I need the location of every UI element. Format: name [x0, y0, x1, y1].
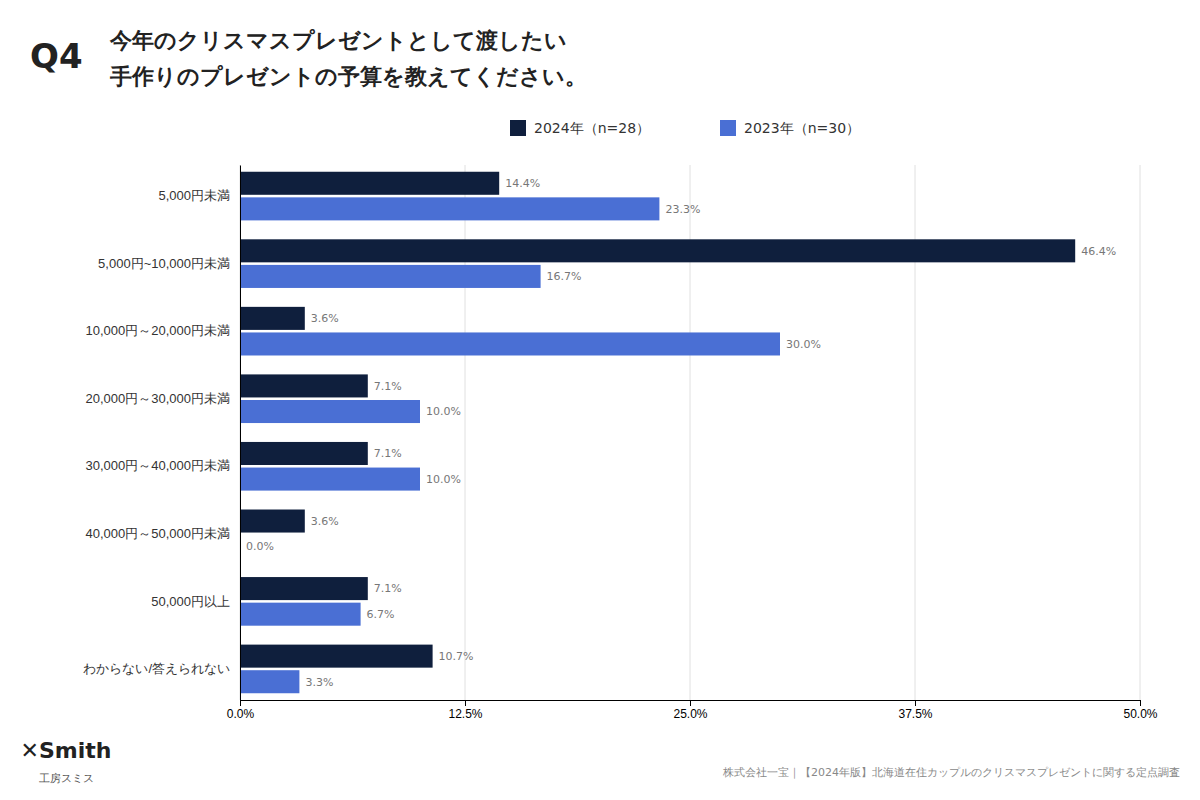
- tick-label: 5,000円未満: [158, 188, 230, 203]
- data-label: 23.3%: [665, 203, 700, 216]
- tick: 20,000円～30,000円未満: [85, 391, 230, 406]
- tick-label: 50.0%: [1123, 707, 1157, 721]
- data-label: 7.1%: [374, 582, 402, 595]
- tick: 30,000円～40,000円未満: [85, 458, 230, 473]
- legend-label: 2024年（n=28）: [534, 120, 650, 136]
- bar: [240, 577, 368, 600]
- tick-label: 5,000円~10,000円未満: [98, 256, 230, 271]
- bar: [240, 307, 305, 330]
- question-label: Q4: [30, 36, 83, 76]
- tick: 5,000円未満: [158, 188, 230, 203]
- bar: [240, 374, 368, 397]
- data-label: 14.4%: [505, 177, 540, 190]
- source-note: 株式会社一宝｜【2024年版】北海道在住カップルのクリスマスプレゼントに関する定…: [722, 766, 1180, 779]
- tick: わからない/答えられない: [83, 661, 230, 676]
- tick-mark: [690, 700, 691, 706]
- legend-swatch: [720, 120, 736, 136]
- legend-label: 2023年（n=30）: [744, 120, 860, 136]
- tick-label: 20,000円～30,000円未満: [85, 391, 230, 406]
- data-label: 10.0%: [426, 405, 461, 418]
- legend-swatch: [510, 120, 526, 136]
- bar: [240, 332, 780, 355]
- bar: [240, 239, 1075, 262]
- grid-line: [1140, 165, 1141, 700]
- tick-label: わからない/答えられない: [83, 661, 230, 676]
- bar: [240, 468, 420, 491]
- tick-mark: [465, 700, 466, 706]
- data-label: 6.7%: [367, 608, 395, 621]
- tick-label: 12.5%: [448, 707, 482, 721]
- tick-mark: [240, 700, 241, 706]
- tick: 50,000円以上: [151, 594, 230, 609]
- title: 今年のクリスマスプレゼントとして渡したい: [109, 28, 567, 53]
- legend-item: 2024年（n=28）: [510, 120, 650, 136]
- data-labels: 14.4% 46.4% 3.6% 7.1% 7.1% 3.6% 7.1% 10.7% 23.3%…: [246, 177, 1116, 688]
- grid-line: [240, 165, 241, 700]
- data-label: 10.7%: [439, 650, 474, 663]
- bar-series: [240, 197, 780, 693]
- plot: 14.4% 46.4% 3.6% 7.1% 7.1% 3.6% 7.1% 10.7% 23.3%…: [83, 165, 1157, 721]
- tick-mark: [1140, 700, 1141, 706]
- bar: [240, 172, 499, 195]
- axis-line: [240, 166, 241, 701]
- bar: [240, 400, 420, 423]
- chart: Q4 今年のクリスマスプレゼントとして渡したい手作りのプレゼントの予算を教えてくだ…: [0, 0, 1200, 800]
- bar: [240, 670, 299, 693]
- data-label: 3.6%: [311, 312, 339, 325]
- logo-sub: 工房スミス: [39, 772, 94, 785]
- grid: [240, 165, 1140, 700]
- tick: 37.5%: [898, 700, 932, 721]
- tick-label: 40,000円～50,000円未満: [85, 526, 230, 541]
- data-label: 0.0%: [246, 540, 274, 553]
- tick: 0.0%: [227, 700, 255, 721]
- legend-item: 2023年（n=30）: [720, 120, 860, 136]
- tick-label: 37.5%: [898, 707, 932, 721]
- subtitle: 手作りのプレゼントの予算を教えてください。: [109, 64, 587, 89]
- bar: [240, 645, 433, 668]
- tick-mark: [915, 700, 916, 706]
- axis-line: [241, 701, 1141, 707]
- tick-label: 30,000円～40,000円未満: [85, 458, 230, 473]
- tick: 50.0%: [1123, 700, 1157, 721]
- data-label: 46.4%: [1081, 245, 1116, 258]
- bars: [240, 172, 1075, 693]
- tick: 12.5%: [448, 700, 482, 721]
- data-label: 10.0%: [426, 473, 461, 486]
- data-label: 7.1%: [374, 447, 402, 460]
- bar: [240, 442, 368, 465]
- y-axis: 5,000円未満 5,000円~10,000円未満 10,000円～20,000円未…: [83, 166, 240, 701]
- x-axis: 0.0% 12.5% 25.0% 37.5% 50.0%: [227, 700, 1158, 721]
- tick-label: 10,000円～20,000円未満: [85, 323, 230, 338]
- tick-label: 50,000円以上: [151, 594, 230, 609]
- tick: 5,000円~10,000円未満: [98, 256, 230, 271]
- tick-label: 0.0%: [227, 707, 255, 721]
- bar: [240, 265, 541, 288]
- tick: 40,000円～50,000円未満: [85, 526, 230, 541]
- data-label: 3.6%: [311, 515, 339, 528]
- bar: [240, 197, 659, 220]
- logo: ✕Smith: [21, 738, 112, 763]
- bar: [240, 510, 305, 533]
- data-label: 7.1%: [374, 380, 402, 393]
- bar: [240, 603, 361, 626]
- bar-series: [240, 172, 1075, 668]
- tick: 10,000円～20,000円未満: [85, 323, 230, 338]
- legend: 2024年（n=28） 2023年（n=30）: [510, 120, 860, 136]
- tick-label: 25.0%: [673, 707, 707, 721]
- tick: 25.0%: [673, 700, 707, 721]
- data-label: 30.0%: [786, 338, 821, 351]
- data-label: 16.7%: [547, 270, 582, 283]
- data-label: 3.3%: [305, 676, 333, 689]
